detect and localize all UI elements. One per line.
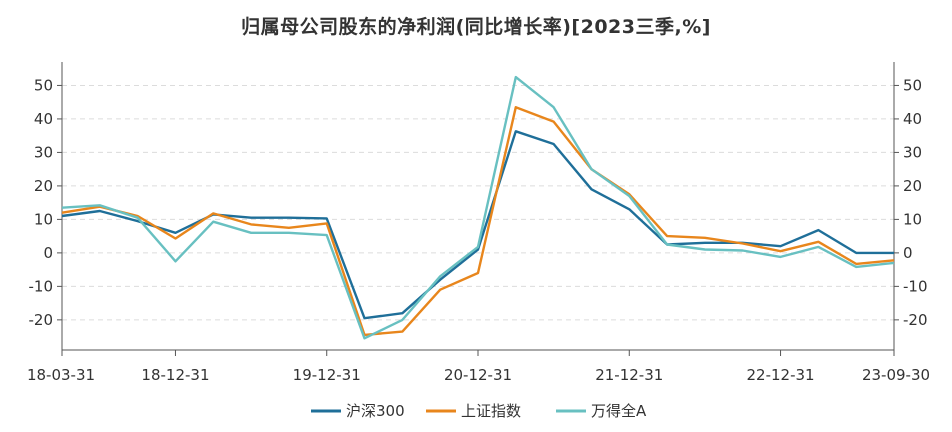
legend-label: 上证指数 bbox=[461, 402, 521, 420]
y-tick-label-right: 20 bbox=[903, 177, 922, 195]
x-tick-label: 21-12-31 bbox=[595, 366, 663, 384]
y-tick-label-left: 10 bbox=[34, 210, 53, 228]
y-tick-label-left: 0 bbox=[43, 244, 53, 262]
x-tick-label: 20-12-31 bbox=[444, 366, 512, 384]
y-tick-label-right: 50 bbox=[903, 76, 922, 94]
series-line-3 bbox=[61, 75, 895, 340]
x-tick-label: 22-12-31 bbox=[746, 366, 814, 384]
y-tick-label-left: 20 bbox=[34, 177, 53, 195]
y-tick-label-left: -20 bbox=[29, 311, 54, 329]
x-tick-label: 18-03-31 bbox=[27, 366, 95, 384]
series-line-2 bbox=[61, 105, 895, 337]
y-tick-label-left: -10 bbox=[29, 277, 54, 295]
chart-title: 归属母公司股东的净利润(同比增长率)[2023三季,%] bbox=[241, 16, 711, 38]
legend-label: 沪深300 bbox=[346, 402, 405, 420]
x-tick-label: 19-12-31 bbox=[293, 366, 361, 384]
y-tick-label-left: 30 bbox=[34, 143, 53, 161]
y-tick-label-right: 10 bbox=[903, 210, 922, 228]
y-tick-label-left: 40 bbox=[34, 110, 53, 128]
legend-label: 万得全A bbox=[591, 402, 647, 420]
y-tick-label-left: 50 bbox=[34, 76, 53, 94]
x-tick-label: 23-09-30 bbox=[862, 366, 930, 384]
y-tick-label-right: -20 bbox=[903, 311, 928, 329]
y-tick-label-right: 40 bbox=[903, 110, 922, 128]
x-tick-label: 18-12-31 bbox=[141, 366, 209, 384]
y-tick-label-right: -10 bbox=[903, 277, 928, 295]
y-tick-label-right: 0 bbox=[903, 244, 913, 262]
series-line-1 bbox=[61, 130, 894, 320]
y-tick-label-right: 30 bbox=[903, 143, 922, 161]
